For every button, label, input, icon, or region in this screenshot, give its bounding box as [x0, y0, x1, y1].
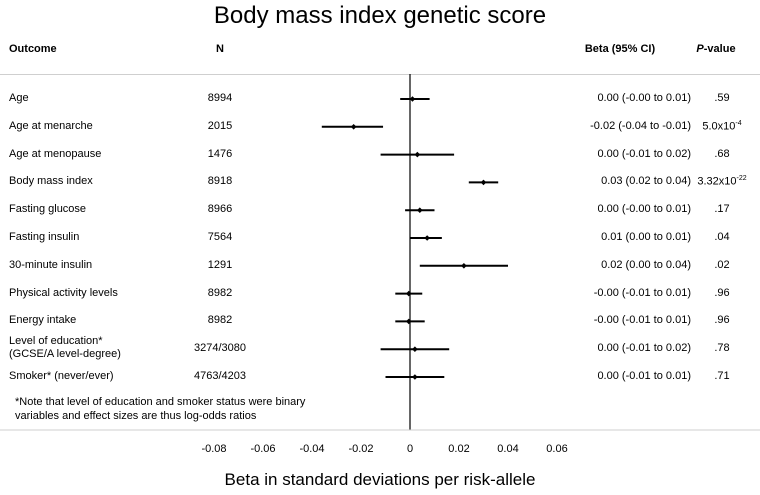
- p-value: 5.0x10-4: [692, 120, 752, 133]
- beta-ci-value: 0.03 (0.02 to 0.04): [601, 175, 691, 188]
- beta-ci-value: 0.02 (0.00 to 0.04): [601, 258, 691, 271]
- p-value: .71: [692, 370, 752, 382]
- p-value: .04: [692, 231, 752, 243]
- point-estimate: [414, 151, 421, 158]
- outcome-label: Age: [9, 92, 29, 104]
- point-estimate: [412, 374, 418, 380]
- point-estimate: [480, 179, 487, 186]
- header-n: N: [216, 43, 224, 55]
- p-value: .59: [692, 92, 752, 104]
- outcome-label: Physical activity levels: [9, 286, 118, 299]
- n-value: 8994: [207, 92, 233, 104]
- beta-ci-value: 0.00 (-0.01 to 0.02): [597, 147, 691, 160]
- n-value: 1291: [207, 258, 233, 271]
- x-tick-label: -0.02: [348, 443, 373, 455]
- p-value-exponent: -22: [736, 175, 747, 183]
- outcome-label: Body mass index: [9, 175, 93, 188]
- header-p-rest: -value: [703, 43, 736, 55]
- outcome-label: Fasting glucose: [9, 203, 87, 216]
- p-value: .96: [692, 314, 752, 326]
- p-value: .68: [692, 148, 752, 160]
- n-value: 2015: [207, 119, 233, 132]
- beta-ci-value: 0.00 (-0.01 to 0.02): [597, 342, 691, 355]
- beta-ci-value: 0.00 (-0.01 to 0.01): [597, 370, 691, 382]
- p-value: .17: [692, 203, 752, 215]
- header-p-italic: P: [696, 43, 704, 55]
- outcome-label-line1: Level of education*: [9, 335, 103, 348]
- outcome-label: Energy intake: [9, 314, 77, 327]
- x-tick-label: -0.04: [299, 443, 324, 455]
- p-value-main: .96: [714, 314, 730, 327]
- p-value-main: .02: [714, 258, 730, 271]
- x-tick-label: 0.02: [448, 443, 469, 455]
- beta-ci-value: 0.00 (-0.00 to 0.01): [597, 92, 691, 104]
- beta-ci-value: 0.01 (0.00 to 0.01): [601, 231, 691, 243]
- n-value: 8982: [207, 314, 233, 327]
- header-beta-ci: Beta (95% CI): [584, 43, 656, 55]
- p-value: .02: [692, 259, 752, 271]
- point-estimate: [417, 207, 423, 213]
- x-tick-label: 0.04: [497, 443, 518, 455]
- x-tick-label: 0: [407, 443, 413, 455]
- header-outcome: Outcome: [9, 43, 57, 55]
- p-value-main: .68: [714, 147, 730, 160]
- beta-ci-value: -0.02 (-0.04 to -0.01): [590, 119, 691, 132]
- point-estimate: [405, 290, 412, 297]
- n-value: 8918: [207, 175, 233, 188]
- outcome-label-line2: (GCSE/A level-degree): [9, 348, 121, 361]
- x-tick-label: -0.06: [250, 443, 275, 455]
- outcome-label: Smoker* (never/ever): [9, 370, 114, 382]
- point-estimate: [461, 263, 467, 269]
- p-value-main: .96: [714, 286, 730, 299]
- p-value-exponent: -4: [735, 119, 742, 127]
- p-value-main: .71: [714, 370, 730, 382]
- p-value-main: 3.32x10: [697, 176, 737, 189]
- beta-ci-value: -0.00 (-0.01 to 0.01): [593, 286, 691, 299]
- beta-ci-value: 0.00 (-0.00 to 0.01): [597, 203, 691, 216]
- n-value: 4763/4203: [194, 370, 246, 382]
- p-value: .78: [692, 342, 752, 354]
- outcome-label: Level of education* (GCSE/A level-degree): [9, 335, 121, 361]
- point-estimate: [424, 235, 430, 241]
- outcome-label: Age at menarche: [9, 119, 93, 132]
- beta-ci-value: -0.00 (-0.01 to 0.01): [593, 314, 691, 327]
- n-value: 7564: [207, 231, 233, 243]
- x-tick-label: 0.06: [546, 443, 567, 455]
- x-tick-label: -0.08: [201, 443, 226, 455]
- p-value-main: 5.0x10: [702, 120, 736, 133]
- p-value-main: .17: [714, 203, 730, 216]
- n-value: 3274/3080: [194, 342, 246, 355]
- point-estimate: [409, 96, 416, 102]
- outcome-label: 30-minute insulin: [9, 258, 93, 271]
- point-estimate: [350, 124, 357, 130]
- outcome-label: Fasting insulin: [9, 231, 80, 243]
- p-value: 3.32x10-22: [692, 175, 752, 188]
- footnote: *Note that level of education and smoker…: [15, 396, 306, 422]
- p-value-main: .04: [714, 231, 730, 243]
- chart-title: Body mass index genetic score: [213, 2, 547, 29]
- point-estimate: [412, 346, 418, 352]
- outcome-label: Age at menopause: [9, 147, 102, 160]
- n-value: 8982: [207, 286, 233, 299]
- p-value-main: .78: [714, 342, 730, 355]
- point-estimate: [405, 318, 412, 325]
- n-value: 8966: [207, 203, 233, 216]
- header-p-value: P-value: [686, 43, 746, 55]
- x-axis-label: Beta in standard deviations per risk-all…: [224, 470, 536, 489]
- n-value: 1476: [207, 147, 233, 160]
- header-rule: [0, 74, 760, 75]
- p-value: .96: [692, 287, 752, 299]
- p-value-main: .59: [714, 92, 730, 104]
